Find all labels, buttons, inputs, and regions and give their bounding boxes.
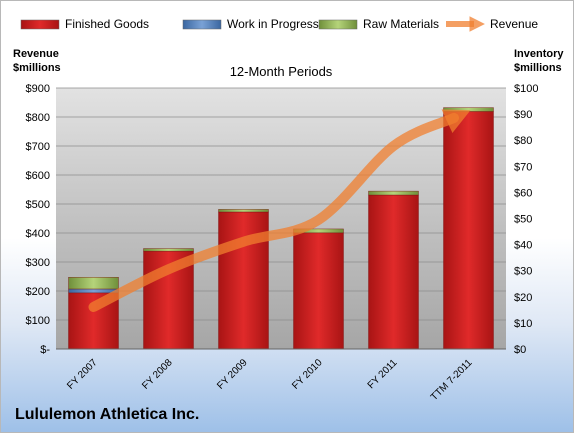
x-tick-label: FY 2007 xyxy=(65,357,100,392)
bar-raw-materials xyxy=(218,209,269,213)
bar-raw-materials xyxy=(143,248,194,252)
legend-label: Work in Progress xyxy=(227,17,319,31)
bar-finished-goods xyxy=(443,111,494,350)
legend: Finished Goods Work in Progress Raw Materi… xyxy=(20,16,538,32)
left-tick-label: $200 xyxy=(26,286,50,298)
left-axis-label-line1: Revenue xyxy=(13,48,59,60)
left-axis-label-line2: $millions xyxy=(13,62,61,74)
left-tick-label: $900 xyxy=(26,83,50,95)
left-tick-label: $700 xyxy=(26,141,50,153)
legend-swatch xyxy=(20,19,60,30)
legend-label: Revenue xyxy=(490,17,538,31)
x-tick-label: FY 2008 xyxy=(140,357,175,392)
legend-swatch xyxy=(318,19,358,30)
x-tick-label: FY 2009 xyxy=(215,357,250,392)
bar-finished-goods xyxy=(368,194,419,350)
right-tick-label: $60 xyxy=(514,187,532,199)
right-tick-label: $20 xyxy=(514,292,532,304)
right-tick-label: $90 xyxy=(514,109,532,121)
right-tick-label: $80 xyxy=(514,135,532,147)
x-tick-label: FY 2010 xyxy=(290,357,325,392)
right-tick-label: $30 xyxy=(514,266,532,278)
left-tick-label: $500 xyxy=(26,199,50,211)
right-tick-label: $70 xyxy=(514,161,532,173)
right-tick-label: $40 xyxy=(514,240,532,252)
left-tick-label: $600 xyxy=(26,170,50,182)
left-tick-label: $- xyxy=(40,344,50,356)
revenue-line-path xyxy=(88,109,471,312)
legend-label: Raw Materials xyxy=(363,17,439,31)
x-tick-label: TTM 7-2011 xyxy=(429,357,475,403)
bar-raw-materials xyxy=(368,190,419,196)
chart-title: 12-Month Periods xyxy=(230,64,333,79)
left-tick-label: $400 xyxy=(26,228,50,240)
left-tick-label: $300 xyxy=(26,257,50,269)
right-tick-label: $50 xyxy=(514,214,532,226)
revenue-line xyxy=(88,109,471,312)
right-tick-label: $0 xyxy=(514,344,526,356)
left-tick-label: $100 xyxy=(26,315,50,327)
right-axis-label-line1: Inventory xyxy=(514,48,564,60)
legend-label: Finished Goods xyxy=(65,17,149,31)
x-tick-label: FY 2011 xyxy=(366,357,400,391)
right-tick-label: $100 xyxy=(514,83,538,95)
left-tick-label: $800 xyxy=(26,112,50,124)
bar-raw-materials xyxy=(443,107,494,112)
bar-finished-goods xyxy=(293,232,344,350)
company-name: Lululemon Athletica Inc. xyxy=(15,406,200,423)
legend-swatch xyxy=(182,19,222,30)
bar-raw-materials xyxy=(68,277,119,290)
right-axis-label-line2: $millions xyxy=(514,62,562,74)
right-tick-label: $10 xyxy=(514,318,532,330)
